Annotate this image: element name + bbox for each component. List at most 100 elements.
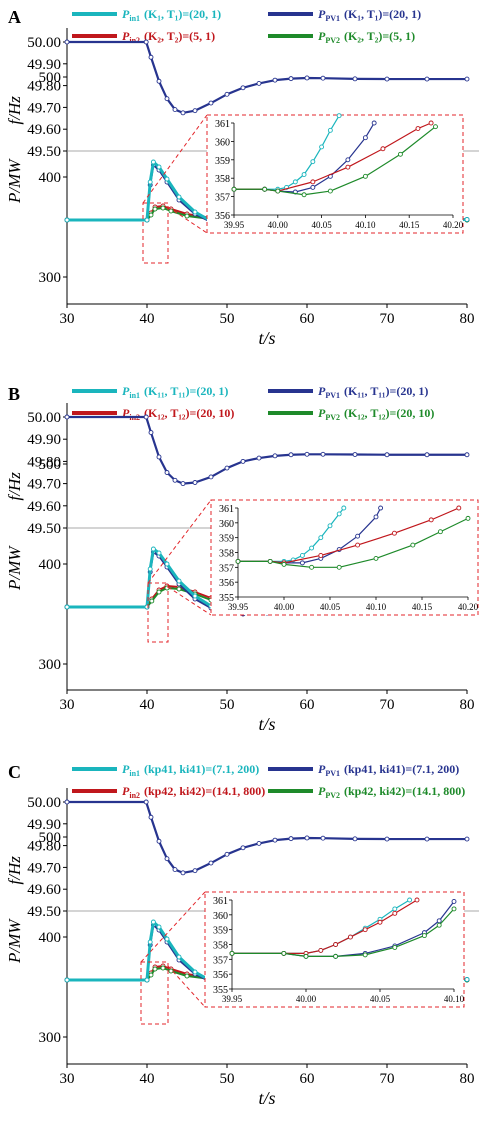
legend-name: P — [318, 384, 326, 398]
legend-params: (K₁₁, T₁₁)=(20, 1) — [144, 384, 228, 398]
legend-subscript: in2 — [129, 791, 140, 800]
y-tick-label: 49.80 — [27, 839, 61, 855]
legend-subscript: PV1 — [325, 14, 340, 23]
power-point — [176, 194, 182, 200]
frequency-point — [288, 836, 294, 842]
power-point — [150, 546, 156, 552]
frequency-point — [64, 799, 70, 805]
inset-x-tick-label: 39.95 — [224, 220, 245, 230]
x-tick-label: 50 — [220, 1071, 235, 1087]
inset-point — [362, 173, 368, 179]
frequency-point — [352, 76, 358, 82]
y-tick-label: 49.80 — [27, 79, 61, 95]
inset-point — [333, 953, 339, 959]
y-tick-label: 49.90 — [27, 432, 61, 448]
power-point — [160, 205, 166, 211]
x-tick-label: 70 — [380, 697, 395, 713]
x-tick-label: 30 — [60, 1071, 75, 1087]
legend-label-pin2: Pin2 (K₁₂, T₁₂)=(20, 10) — [122, 406, 234, 422]
x-axis-label: t/s — [258, 714, 275, 734]
frequency-point — [240, 845, 246, 851]
y-tick-label: 400 — [39, 930, 62, 946]
y-tick-label: 49.70 — [27, 860, 61, 876]
inset-point — [392, 945, 398, 950]
legend-subscript: PV2 — [325, 36, 340, 45]
frequency-point — [224, 465, 230, 471]
frequency-point — [272, 453, 278, 459]
inset-point — [428, 120, 434, 126]
legend-subscript: in2 — [129, 36, 140, 45]
y-axis-label-power: P/MW — [5, 158, 24, 204]
y-tick-label: 49.50 — [27, 904, 61, 920]
power-point — [64, 977, 70, 983]
power-point — [176, 578, 182, 584]
inset-y-tick-label: 358 — [219, 549, 234, 560]
frequency-point — [256, 840, 262, 846]
legend-subscript: PV1 — [325, 769, 340, 778]
legend-name: P — [318, 762, 326, 776]
inset-x-tick-label: 40.00 — [274, 602, 295, 612]
power-point — [147, 939, 153, 945]
frequency-point — [143, 39, 149, 45]
y-tick-label: 49.70 — [27, 100, 61, 116]
legend-name: P — [318, 406, 326, 420]
inset-y-tick-label: 359 — [219, 534, 234, 545]
frequency-point — [304, 451, 310, 457]
inset-point — [355, 542, 361, 548]
y-tick-label: 500 — [39, 830, 62, 846]
legend-params: (kp41, ki41)=(7.1, 200) — [344, 762, 459, 776]
legend-label-pin1: Pin1 (K₁, T₁)=(20, 1) — [122, 7, 221, 23]
inset-point — [410, 542, 416, 548]
y-tick-label: 50.00 — [27, 795, 61, 811]
inset-point — [437, 529, 443, 535]
legend-label-ppv2: PPV2 (kp42, ki42)=(14.1, 800) — [318, 784, 465, 800]
y-axis-label-frequency: f/Hz — [5, 856, 24, 885]
panel-a: A Pin1 (K₁, T₁)=(20, 1) PPV1 (K₁, T₁)=(20, 1… — [5, 7, 479, 348]
zoom-connector — [167, 965, 206, 1008]
y-tick-label: 49.60 — [27, 122, 61, 138]
x-tick-label: 30 — [60, 311, 75, 327]
inset-series-pin1 — [234, 115, 340, 190]
legend-label-ppv2: PPV2 (K₂, T₂)=(5, 1) — [318, 29, 415, 45]
y-axis-label-power: P/MW — [5, 545, 24, 591]
frequency-point — [272, 837, 278, 843]
y-axis-label-frequency: f/Hz — [5, 472, 24, 501]
legend-label-ppv2: PPV2 (K₁₂, T₁₂)=(20, 10) — [318, 406, 434, 422]
inset-point — [407, 897, 413, 903]
y-tick-label: 500 — [39, 457, 62, 473]
inset-point — [318, 535, 324, 541]
legend-name: P — [122, 762, 130, 776]
frequency-point — [320, 451, 326, 457]
y-tick-label: 400 — [39, 170, 62, 186]
power-point — [192, 209, 198, 215]
inset-y-tick-label: 358 — [213, 941, 228, 952]
x-tick-label: 80 — [460, 1071, 475, 1087]
frequency-point — [272, 77, 278, 83]
y-tick-label: 300 — [39, 1030, 62, 1046]
inset-y-tick-label: 360 — [215, 137, 230, 148]
zoom-connector — [147, 499, 212, 584]
inset-point — [310, 179, 316, 185]
inset-x-tick-label: 40.10 — [366, 602, 387, 612]
inset-point — [373, 514, 379, 520]
inset-point — [318, 553, 324, 558]
inset-point — [281, 950, 287, 956]
inset-x-tick-label: 40.00 — [296, 994, 317, 1004]
frequency-point — [143, 414, 149, 420]
power-point — [147, 566, 153, 572]
legend-params: (K₂, T₂)=(5, 1) — [344, 29, 415, 43]
x-tick-label: 70 — [380, 1071, 395, 1087]
frequency-point — [288, 452, 294, 458]
inset-point — [299, 553, 305, 558]
legend-label-pin2: Pin2 (kp42, ki42)=(14.1, 800) — [122, 784, 265, 800]
x-tick-label: 60 — [300, 1071, 315, 1087]
inset-y-tick-label: 356 — [219, 578, 234, 589]
y-tick-label: 300 — [39, 657, 62, 673]
y-axis-label-power: P/MW — [5, 918, 24, 964]
x-axis-label: t/s — [258, 1088, 275, 1108]
legend-subscript: PV2 — [325, 791, 340, 800]
frequency-point — [256, 455, 262, 461]
power-point — [168, 968, 174, 974]
inset-point — [380, 146, 386, 152]
